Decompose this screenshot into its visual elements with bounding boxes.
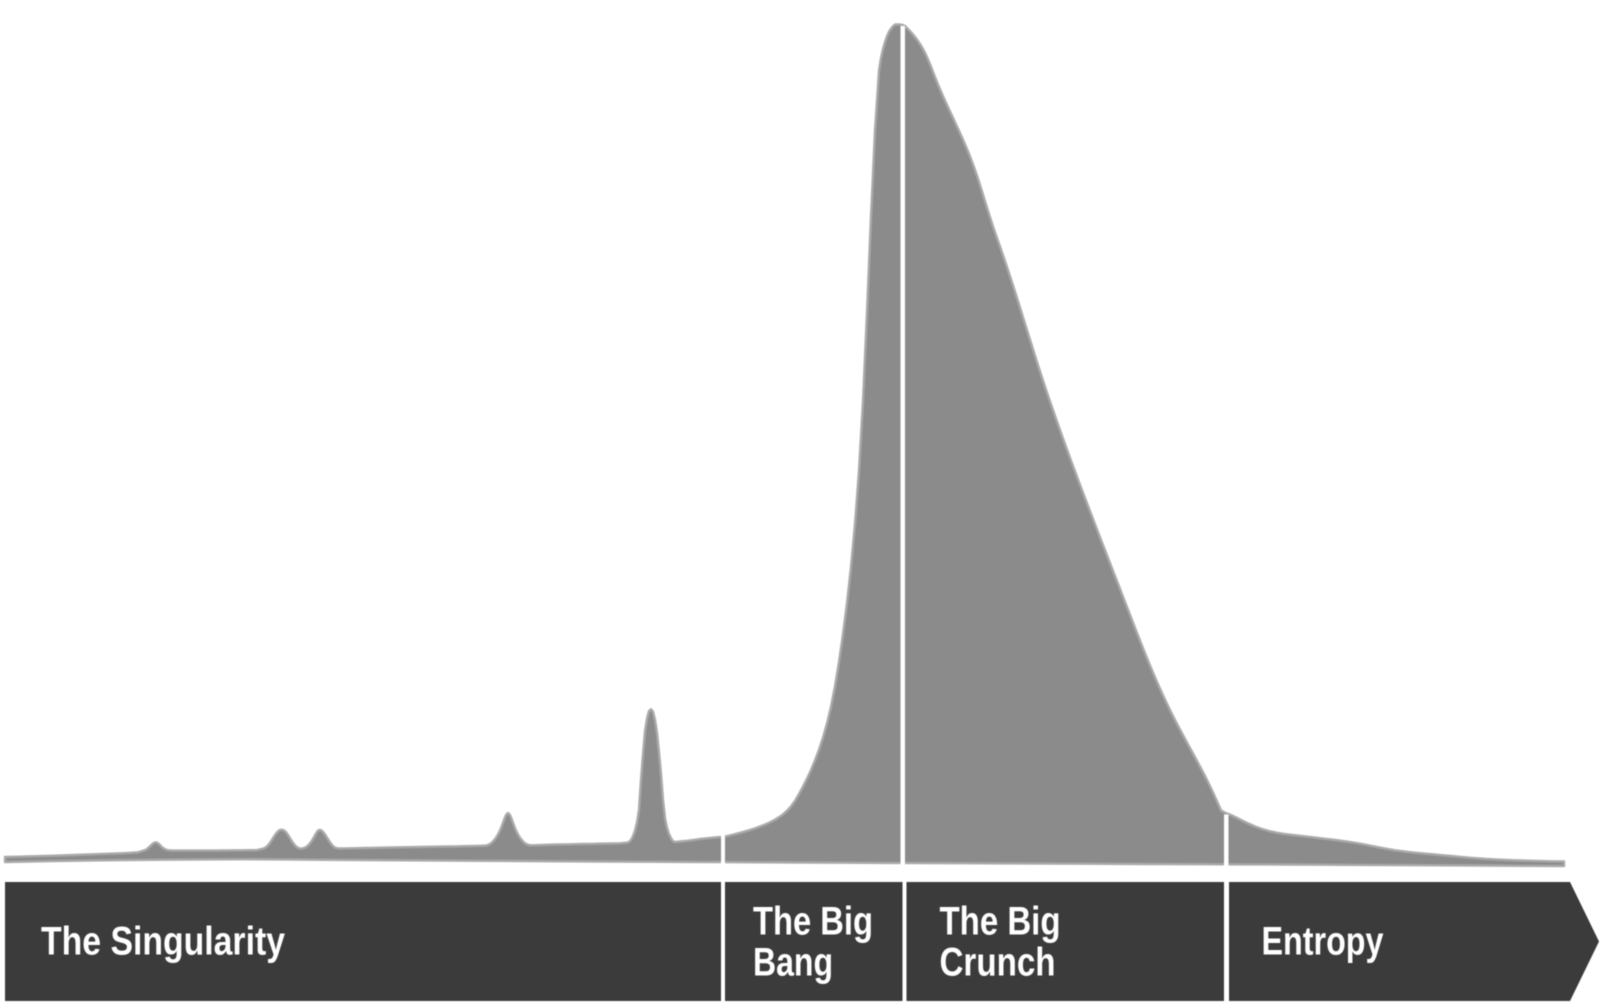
svg-text:The Big: The Big — [753, 899, 873, 943]
svg-text:The Big: The Big — [940, 899, 1061, 943]
svg-text:Crunch: Crunch — [940, 940, 1056, 984]
svg-text:Entropy: Entropy — [1262, 920, 1385, 964]
svg-text:Bang: Bang — [753, 940, 833, 984]
svg-text:The Singularity: The Singularity — [41, 920, 286, 964]
